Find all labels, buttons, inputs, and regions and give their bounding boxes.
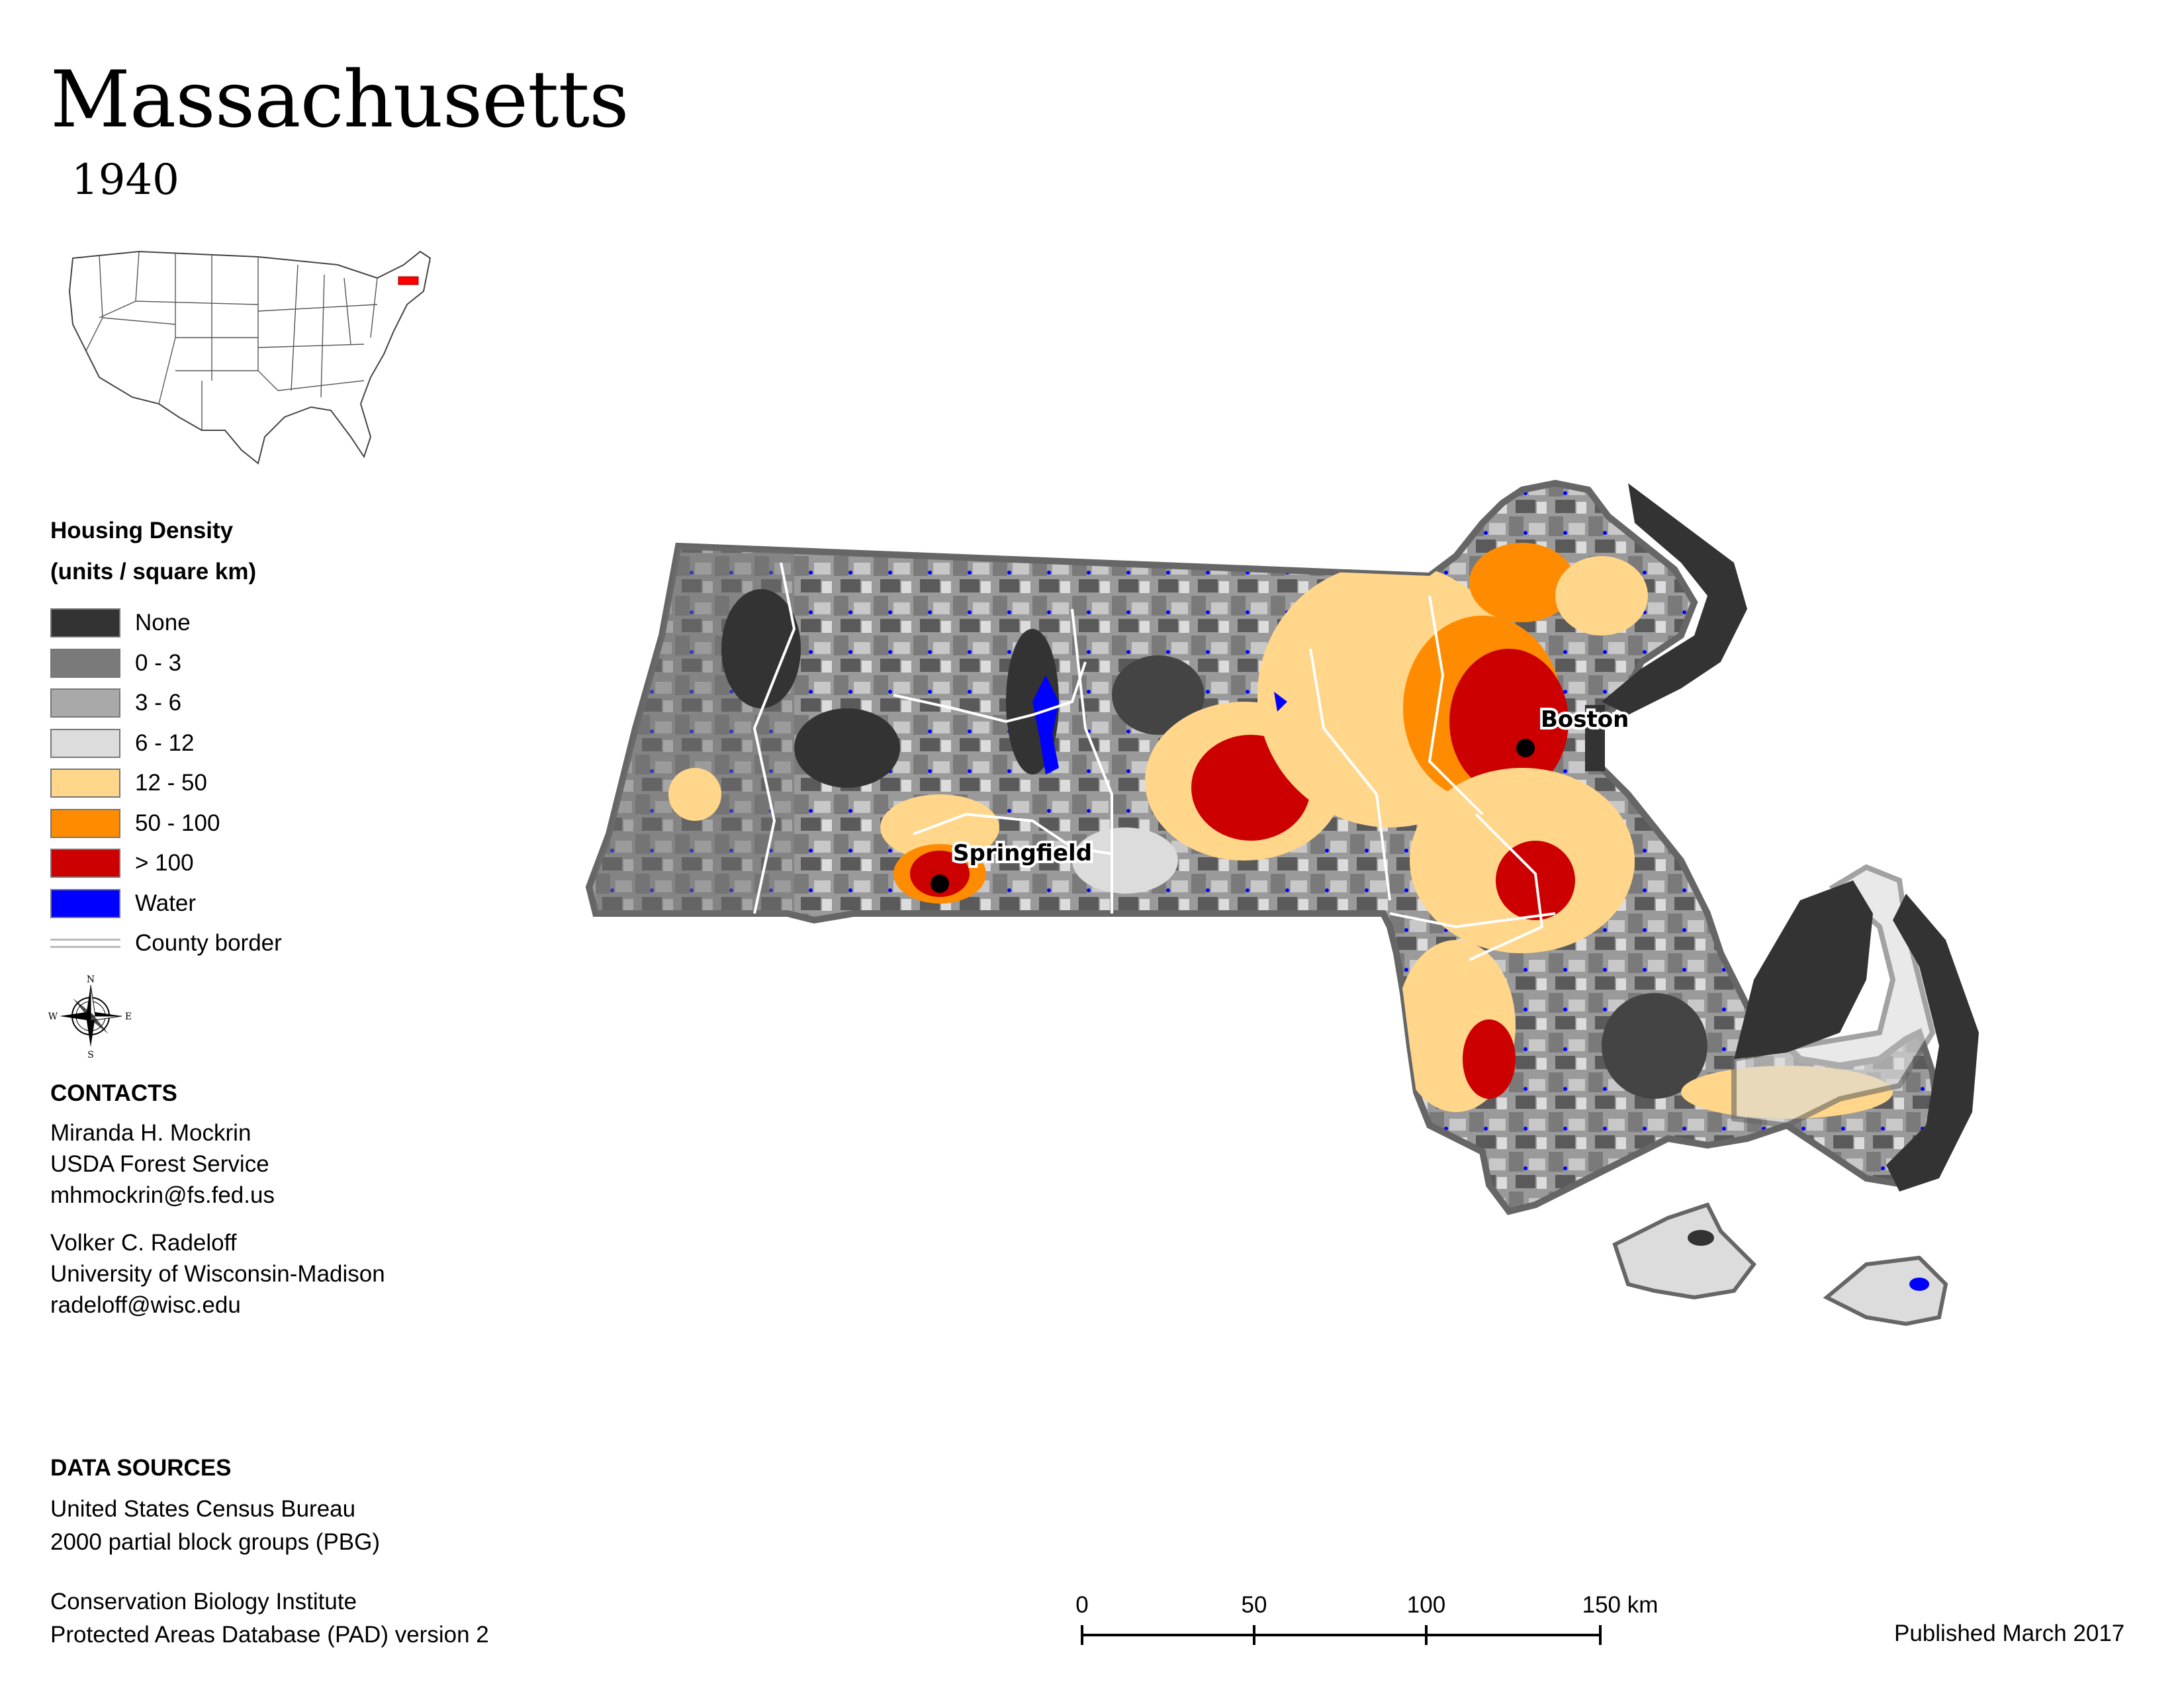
harbor-islands bbox=[1585, 705, 1605, 771]
legend-label: > 100 bbox=[135, 850, 194, 876]
legend-item: Water bbox=[50, 888, 447, 919]
legend-swatch bbox=[50, 728, 120, 758]
scale-bar bbox=[1081, 1625, 1602, 1645]
legend-item: None bbox=[50, 608, 447, 638]
legend-swatch bbox=[50, 808, 120, 838]
legend-swatch bbox=[50, 849, 120, 878]
legend-label: 50 - 100 bbox=[135, 810, 220, 836]
contacts-heading: CONTACTS bbox=[50, 1080, 177, 1106]
wachusett-reservoir bbox=[1274, 692, 1287, 712]
legend-label: 6 - 12 bbox=[135, 729, 195, 756]
nantucket bbox=[1823, 1255, 1948, 1327]
legend-item: 6 - 12 bbox=[50, 728, 447, 759]
us-inset-map bbox=[68, 250, 432, 465]
scale-label-0: 0 bbox=[1075, 1592, 1089, 1618]
boston-marker bbox=[1516, 739, 1535, 757]
data-sources-heading: DATA SOURCES bbox=[50, 1455, 232, 1481]
cape-cod-outer-protected bbox=[1886, 894, 1979, 1192]
source-2-line-2: Protected Areas Database (PAD) version 2 bbox=[50, 1622, 489, 1648]
legend-label: County border bbox=[135, 930, 282, 956]
legend-item: > 100 bbox=[50, 848, 447, 878]
legend-swatch bbox=[50, 688, 120, 718]
compass-rose-icon: N S E W bbox=[48, 974, 132, 1059]
springfield-marker bbox=[931, 874, 949, 893]
source-1-line-2: 2000 partial block groups (PBG) bbox=[50, 1529, 381, 1555]
legend-item: 0 - 3 bbox=[50, 648, 447, 679]
legend-swatch bbox=[50, 769, 120, 798]
contact-1-email: mhmockrin@fs.fed.us bbox=[50, 1182, 275, 1208]
city-label-springfield: Springfield bbox=[953, 840, 1092, 867]
scale-label-150: 150 km bbox=[1582, 1592, 1659, 1618]
legend-item: 12 - 50 bbox=[50, 768, 447, 798]
compass-e: E bbox=[125, 1011, 132, 1022]
contact-1-org: USDA Forest Service bbox=[50, 1151, 269, 1177]
contact-2-org: University of Wisconsin-Madison bbox=[50, 1261, 385, 1287]
legend-swatch bbox=[50, 608, 120, 637]
legend-item: 50 - 100 bbox=[50, 808, 447, 839]
scale-label-50: 50 bbox=[1241, 1592, 1267, 1618]
legend-subtitle: (units / square km) bbox=[50, 559, 257, 585]
contact-2-name: Volker C. Radeloff bbox=[50, 1230, 237, 1256]
legend-label: 0 - 3 bbox=[135, 649, 182, 676]
source-1-line-1: United States Census Bureau bbox=[50, 1496, 356, 1522]
legend-title: Housing Density bbox=[50, 518, 234, 543]
legend-swatch bbox=[50, 939, 120, 948]
compass-n: N bbox=[87, 974, 95, 985]
legend-label: None bbox=[135, 610, 191, 635]
source-2-line-1: Conservation Biology Institute bbox=[50, 1589, 357, 1615]
density-patches bbox=[596, 543, 1893, 1119]
legend-item: 3 - 6 bbox=[50, 688, 447, 718]
legend-swatch bbox=[50, 648, 120, 678]
published-date: Published March 2017 bbox=[1894, 1620, 2125, 1646]
marthas-vineyard bbox=[1612, 1202, 1756, 1300]
quabbin-reservoir bbox=[1032, 675, 1059, 774]
map-title: Massachusetts bbox=[50, 54, 629, 145]
state-lines bbox=[85, 251, 378, 430]
map-year: 1940 bbox=[71, 156, 179, 205]
cape-cod-protected bbox=[1734, 880, 1873, 1059]
boston-harbor-protected bbox=[1602, 483, 1747, 715]
us-outline bbox=[68, 250, 432, 465]
scale-label-100: 100 bbox=[1406, 1592, 1446, 1618]
massachusetts-highlight bbox=[398, 276, 419, 285]
legend-label: 12 - 50 bbox=[135, 770, 207, 796]
contact-1-name: Miranda H. Mockrin bbox=[50, 1120, 251, 1146]
compass-s: S bbox=[87, 1050, 94, 1059]
compass-w: W bbox=[48, 1011, 58, 1022]
legend-item: County border bbox=[50, 928, 447, 959]
city-label-boston: Boston bbox=[1541, 706, 1629, 733]
legend-label: 3 - 6 bbox=[135, 690, 182, 716]
legend-label: Water bbox=[135, 890, 197, 916]
contact-2-email: radeloff@wisc.edu bbox=[50, 1292, 241, 1318]
county-borders bbox=[752, 562, 1556, 961]
legend-swatch bbox=[50, 888, 120, 918]
